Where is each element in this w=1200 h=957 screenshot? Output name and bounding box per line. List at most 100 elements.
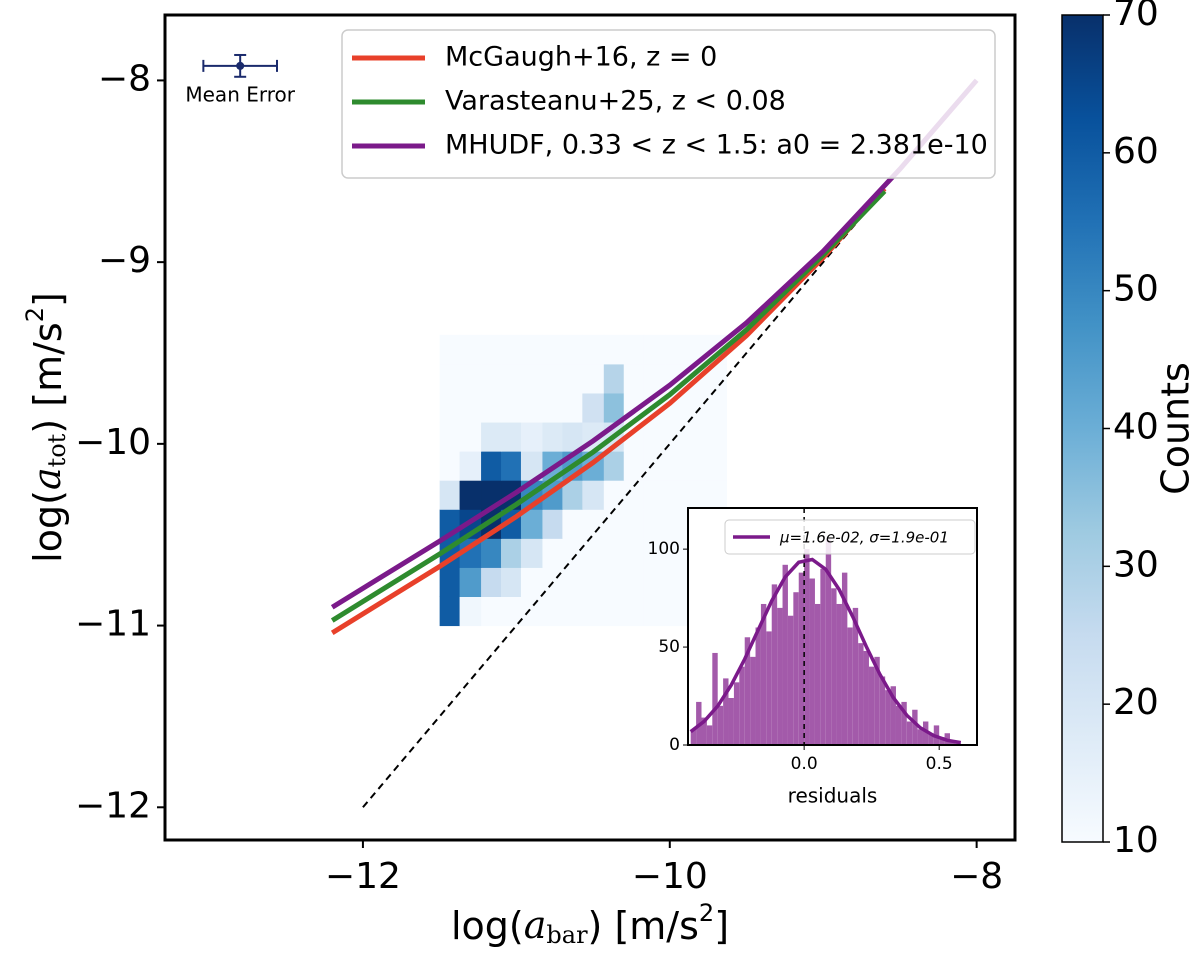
histogram-bar [739, 666, 745, 745]
heatmap-cell [520, 392, 543, 423]
axis-label-part: a [25, 467, 69, 490]
heatmap-cell [542, 392, 563, 423]
heatmap-cell [685, 480, 706, 510]
histogram-bar [874, 656, 880, 745]
heatmap-cell [481, 363, 502, 394]
heatmap-cell [603, 451, 625, 481]
histogram-bar [744, 637, 751, 745]
heatmap-cell [562, 422, 583, 452]
heatmap-cell [481, 596, 502, 627]
mean-error-label: Mean Error [185, 82, 295, 106]
heatmap-cell [501, 567, 522, 597]
heatmap-cell [623, 596, 645, 627]
heatmap-cell [542, 422, 563, 452]
heatmap-cell [623, 334, 645, 365]
heatmap-cell [481, 422, 502, 452]
heatmap-cell [562, 363, 583, 394]
heatmap-cell [705, 392, 728, 423]
histogram-bar [863, 650, 869, 745]
axis-label-part: ) [m/s [588, 904, 699, 948]
histogram-bar [798, 572, 805, 745]
histogram-bar [836, 603, 842, 745]
y-tick-label: 0 [669, 735, 680, 755]
heatmap-cell [685, 392, 706, 423]
heatmap-cell [542, 509, 563, 539]
heatmap-cell [665, 451, 686, 481]
heatmap-cell [439, 567, 461, 597]
x-tick-label: −12 [325, 856, 401, 897]
histogram-bar [777, 607, 783, 745]
heatmap-cell [603, 567, 625, 597]
histogram-bar [782, 564, 788, 745]
histogram-bar [733, 682, 740, 745]
colorbar [1061, 14, 1104, 843]
heatmap-cell [501, 392, 522, 423]
axis-label-part: log( [26, 490, 70, 563]
fit-curve [689, 557, 962, 745]
heatmap-cell [459, 422, 482, 452]
heatmap-cell [562, 480, 583, 510]
legend-label: McGaugh+16, z = 0 [445, 42, 717, 73]
heatmap-cell [501, 538, 522, 568]
x-tick-label: 0.5 [926, 754, 953, 774]
heatmap-cell [562, 334, 583, 365]
heatmap-cell [643, 567, 666, 597]
axis-label-part: ] [26, 292, 70, 307]
histogram-bar [885, 690, 891, 745]
axis-label-part: tot [43, 433, 71, 467]
heatmap-cell [582, 334, 605, 365]
histogram-bar [804, 549, 810, 745]
histogram-bar [949, 741, 956, 745]
histogram-bar [814, 603, 821, 745]
heatmap-cell [542, 538, 563, 568]
heatmap-cell [439, 392, 461, 423]
heatmap-cell [481, 334, 502, 365]
heatmap-cell [459, 451, 482, 481]
heatmap-cell [603, 363, 625, 394]
heatmap-cell [520, 363, 543, 394]
reference-line [362, 188, 886, 808]
histogram-bar [750, 656, 756, 745]
heatmap-cell [520, 509, 543, 539]
heatmap-cell [705, 363, 728, 394]
heatmap-cell [603, 480, 625, 510]
colorbar-label: Counts [1154, 362, 1198, 495]
heatmap-cell [501, 334, 522, 365]
heatmap-cell [481, 392, 502, 423]
heatmap-cell [685, 334, 706, 365]
histogram-bar [912, 709, 918, 745]
histogram-bar [766, 631, 772, 745]
inset-legend-box [724, 519, 976, 555]
heatmap-cell [520, 567, 543, 597]
heatmap-cell [623, 363, 645, 394]
heatmap-cell [665, 480, 686, 510]
heatmap-cell [520, 422, 543, 452]
legend-label: MHUDF, 0.33 < z < 1.5: a0 = 2.381e-10 [445, 130, 988, 161]
heatmap-cell [542, 363, 563, 394]
heatmap-cell [705, 422, 728, 452]
heatmap-cell [562, 509, 583, 539]
heatmap-cell [685, 451, 706, 481]
histogram-bar [852, 607, 859, 745]
heatmap-cell [665, 509, 686, 539]
histogram-bar [717, 705, 724, 745]
heatmap-cell [481, 567, 502, 597]
heatmap-cell [643, 538, 666, 568]
heatmap-cell [643, 334, 666, 365]
heatmap-cell [603, 334, 625, 365]
heatmap-cell [582, 538, 605, 568]
histogram-bar [868, 666, 875, 745]
heatmap-cell [520, 451, 543, 481]
histogram-bar [723, 678, 729, 745]
histogram-bar [701, 717, 707, 745]
heatmap-cell [665, 596, 686, 627]
heatmap-cell [685, 422, 706, 452]
histogram-bar [939, 737, 945, 745]
histogram-bar [820, 568, 826, 745]
axis-label-part: 2 [21, 307, 49, 322]
histogram-bar [787, 615, 794, 745]
histogram-bar [890, 686, 896, 745]
heatmap-cell [665, 538, 686, 568]
heatmap-cell [705, 451, 728, 481]
heatmap-cell [501, 596, 522, 627]
